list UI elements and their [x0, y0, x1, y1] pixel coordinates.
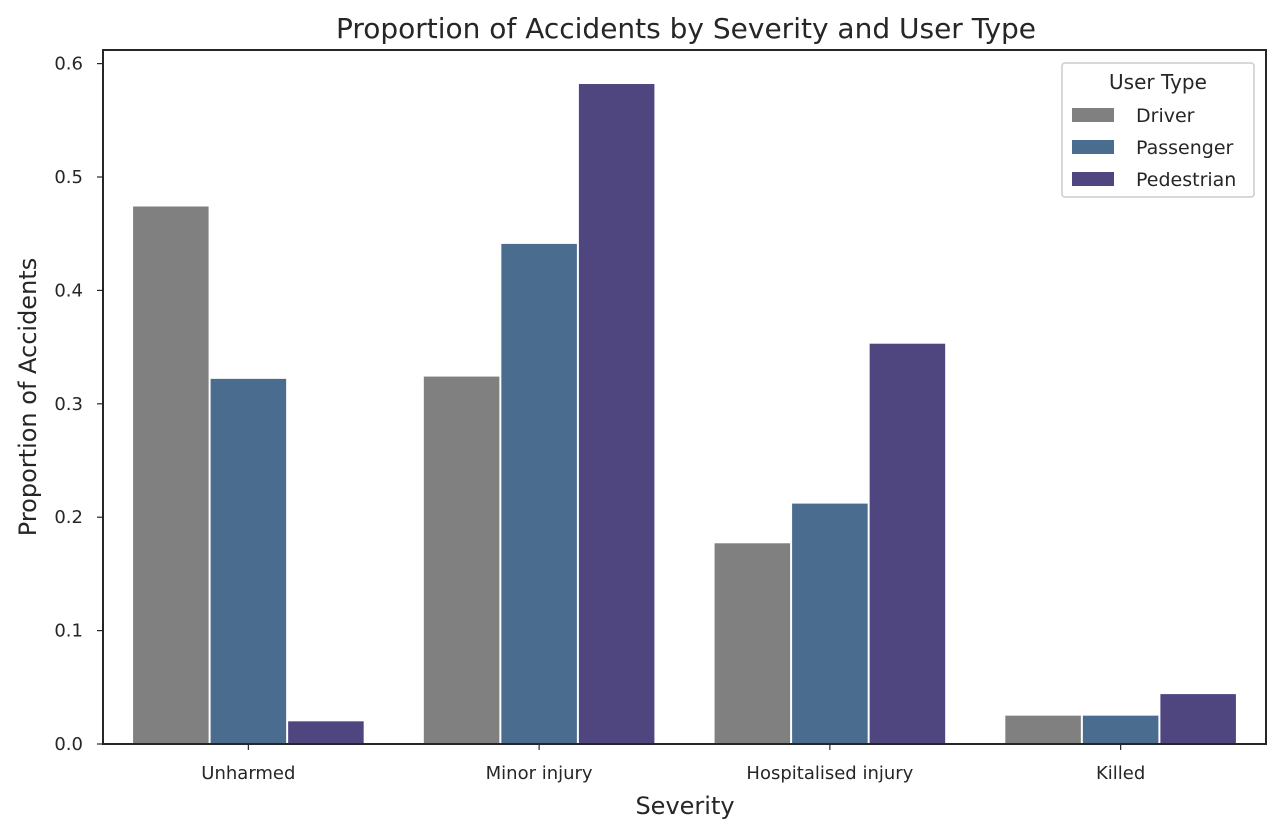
- bar-passenger-hospitalised-injury: [792, 503, 868, 744]
- y-tick-label: 0.1: [54, 621, 83, 642]
- legend-label-driver: Driver: [1136, 105, 1195, 127]
- y-axis-ticks: 0.0 0.1 0.2 0.3 0.4 0.5 0.6: [54, 54, 103, 755]
- y-tick-label: 0.3: [54, 394, 83, 415]
- legend-box: [1061, 62, 1255, 198]
- legend-label-passenger: Passenger: [1136, 137, 1234, 159]
- legend-title: User Type: [1109, 70, 1207, 94]
- legend-swatch-driver: [1072, 108, 1114, 122]
- y-axis-label: Proportion of Accidents: [14, 258, 42, 536]
- bar-passenger-minor-injury: [501, 243, 577, 745]
- x-tick-label: Killed: [1096, 763, 1145, 784]
- x-axis-ticks: Unharmed Minor injury Hospitalised injury K…: [201, 744, 1145, 784]
- plot-frame: [102, 49, 1267, 745]
- x-axis-label: Severity: [635, 792, 734, 820]
- y-tick-label: 0.5: [54, 167, 83, 188]
- legend-swatch-passenger: [1072, 140, 1114, 154]
- bar-driver-minor-injury: [423, 376, 500, 744]
- legend: User Type Driver Passenger Pedestrian: [1061, 62, 1255, 198]
- bar-pedestrian-hospitalised-injury: [869, 343, 946, 744]
- bar-driver-unharmed: [133, 206, 209, 745]
- bar-pedestrian-minor-injury: [578, 84, 655, 745]
- bar-driver-hospitalised-injury: [714, 543, 791, 744]
- y-tick-label: 0.6: [54, 54, 83, 75]
- chart-title: Proportion of Accidents by Severity and …: [336, 12, 1036, 45]
- legend-label-pedestrian: Pedestrian: [1136, 169, 1236, 191]
- bar-pedestrian-unharmed: [288, 721, 364, 744]
- x-tick-label: Hospitalised injury: [746, 763, 913, 784]
- bars-group: [133, 84, 1236, 745]
- bar-driver-killed: [1005, 715, 1081, 744]
- bar-passenger-unharmed: [210, 378, 287, 744]
- legend-swatch-pedestrian: [1072, 172, 1114, 186]
- y-tick-label: 0.4: [54, 280, 83, 301]
- x-tick-label: Unharmed: [201, 763, 295, 784]
- y-tick-label: 0.0: [54, 734, 83, 755]
- y-tick-label: 0.2: [54, 507, 83, 528]
- bar-passenger-killed: [1082, 715, 1159, 744]
- x-tick-label: Minor injury: [486, 763, 593, 784]
- bar-pedestrian-killed: [1160, 694, 1236, 744]
